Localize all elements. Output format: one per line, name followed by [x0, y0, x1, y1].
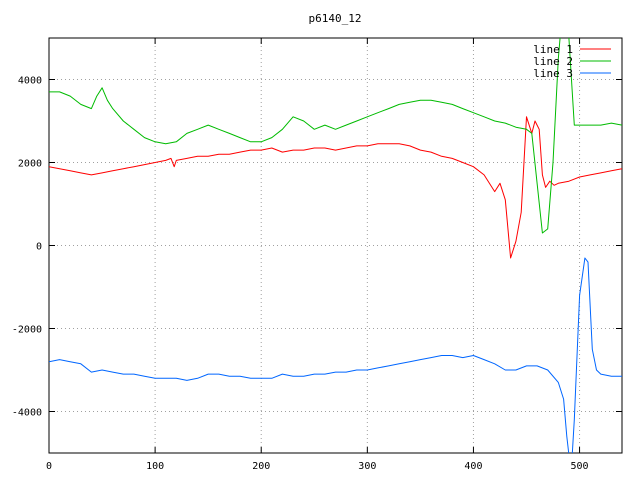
x-tick-label: 400: [464, 461, 482, 472]
y-tick-label: 0: [36, 242, 42, 253]
x-tick-label: 500: [571, 461, 589, 472]
y-tick-label: 2000: [18, 159, 42, 170]
series-line-1: [49, 116, 622, 259]
y-tick-label: -2000: [12, 325, 42, 336]
x-tick-label: 200: [252, 461, 270, 472]
x-tick-label: 300: [358, 461, 376, 472]
y-tick-label: 4000: [18, 76, 42, 87]
axis-ticks: 0 100 200 300 400 500 -4000 -2000 0 2000 4000: [12, 38, 622, 472]
legend-label: line 1: [533, 43, 573, 56]
series-group: [49, 38, 622, 453]
y-tick-label: -4000: [12, 408, 42, 419]
plot-frame: [48, 37, 623, 454]
series-line-3: [49, 257, 622, 453]
series-line-2: [49, 38, 622, 234]
x-tick-label: 100: [146, 461, 164, 472]
legend-label: line 3: [533, 67, 573, 80]
legend-label: line 2: [533, 55, 573, 68]
chart-title: p6140_12: [309, 12, 362, 25]
grid: [49, 38, 622, 453]
x-tick-label: 0: [46, 461, 52, 472]
